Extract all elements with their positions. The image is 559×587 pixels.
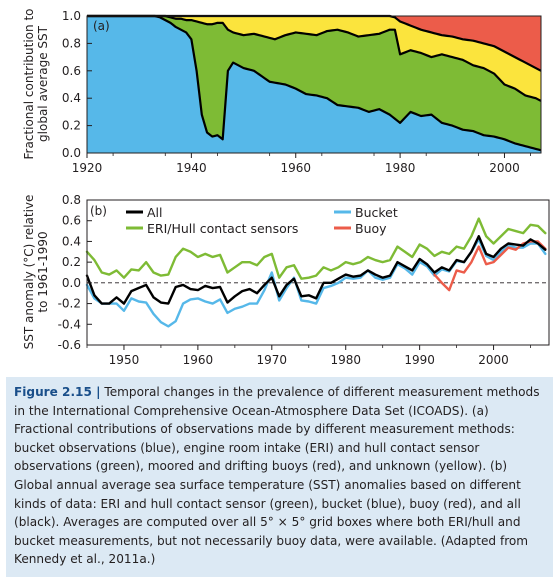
a-xtick-label-3: 1980 bbox=[385, 161, 416, 175]
a-xtick-label-0: 1920 bbox=[72, 161, 103, 175]
b-ytick-label-5: -0.2 bbox=[58, 297, 81, 311]
panel-b-series-lines bbox=[85, 217, 547, 328]
panel-b-label: (b) bbox=[90, 204, 107, 218]
a-xtick-label-2: 1960 bbox=[280, 161, 311, 175]
b-ytick-label-0: 0.8 bbox=[62, 193, 81, 207]
b-ytick-label-1: 0.6 bbox=[62, 214, 81, 228]
a-ytick-label-1: 0.2 bbox=[62, 119, 81, 133]
a-ytick-label-2: 0.4 bbox=[62, 91, 81, 105]
panel-a-area-layers bbox=[87, 16, 541, 153]
a-ytick-label-3: 0.6 bbox=[62, 64, 81, 78]
caption-label: Figure 2.15 | bbox=[14, 385, 101, 399]
panel-b-ylabel-line1: SST anomaly (°C) relative bbox=[22, 195, 36, 350]
legend-label-all: All bbox=[147, 205, 163, 220]
figure-caption: Figure 2.15 | Temporal changes in the pr… bbox=[6, 377, 553, 577]
b-xtick-label-3: 1980 bbox=[330, 353, 361, 367]
panel-b-frame bbox=[86, 199, 550, 346]
b-ytick-label-7: -0.6 bbox=[58, 338, 81, 352]
boundary-bucket-top bbox=[87, 14, 542, 152]
a-ytick-label-0: 0.0 bbox=[62, 146, 81, 160]
panel-b-legend: All ERI/Hull contact sensors Bucket Buoy bbox=[126, 205, 398, 236]
a-ytick-label-5: 1.0 bbox=[62, 9, 81, 23]
legend-label-bucket: Bucket bbox=[355, 205, 398, 220]
a-ytick-label-4: 0.8 bbox=[62, 36, 81, 50]
series-eri-hull bbox=[85, 217, 547, 280]
area-bucket bbox=[87, 16, 541, 153]
panel-a-frame bbox=[86, 15, 542, 154]
b-ytick-label-6: -0.4 bbox=[58, 317, 81, 331]
b-ytick-label-2: 0.4 bbox=[62, 234, 81, 248]
legend-label-buoy: Buoy bbox=[355, 221, 387, 236]
a-xtick-label-4: 2000 bbox=[489, 161, 520, 175]
panel-a-y-axis: 0.0 0.2 0.4 0.6 0.8 1.0 bbox=[62, 9, 92, 160]
area-buoy bbox=[87, 16, 541, 71]
panel-a-chart: 0.00.20.40.60.81.0 1920 1940 1960 1980 2000 … bbox=[22, 9, 542, 175]
figure-canvas: 0.00.20.40.60.81.0 1920 1940 1960 1980 2000 … bbox=[22, 9, 550, 367]
panel-b-x-axis: 1950 1960 1970 1980 1990 2000 bbox=[86, 345, 531, 367]
b-ytick-label-3: 0.2 bbox=[62, 255, 81, 269]
area-eri-hull bbox=[87, 16, 541, 151]
panel-a-ylabel-line1: Fractional contribution to bbox=[22, 9, 36, 160]
b-xtick-label-4: 1990 bbox=[404, 353, 435, 367]
panel-a-x-axis: 1920 1940 1960 1980 2000 bbox=[72, 153, 531, 175]
b-xtick-label-5: 2000 bbox=[478, 353, 509, 367]
b-xtick-label-0: 1950 bbox=[109, 353, 140, 367]
panel-b-ylabel-line2: to 1961-1990 bbox=[36, 231, 50, 312]
panel-a-label: (a) bbox=[93, 19, 110, 33]
panel-b-y-axis: 0.8 0.6 0.4 0.2 0.0 -0.2 -0.4 -0.6 bbox=[58, 193, 92, 352]
panel-b-chart: 0.8 0.6 0.4 0.2 0.0 -0.2 -0.4 -0.6 1950 1960 1970… bbox=[22, 193, 550, 367]
b-xtick-label-2: 1970 bbox=[257, 353, 288, 367]
panel-a-ylabel-line2: global average SST bbox=[36, 25, 50, 142]
area-unknown bbox=[87, 16, 541, 101]
b-ytick-label-4: 0.0 bbox=[62, 276, 81, 290]
legend-label-eri-hull: ERI/Hull contact sensors bbox=[147, 221, 298, 236]
a-xtick-label-1: 1940 bbox=[176, 161, 207, 175]
b-xtick-label-1: 1960 bbox=[183, 353, 214, 367]
series-all bbox=[85, 235, 547, 305]
caption-text: Temporal changes in the prevalence of di… bbox=[14, 385, 540, 567]
